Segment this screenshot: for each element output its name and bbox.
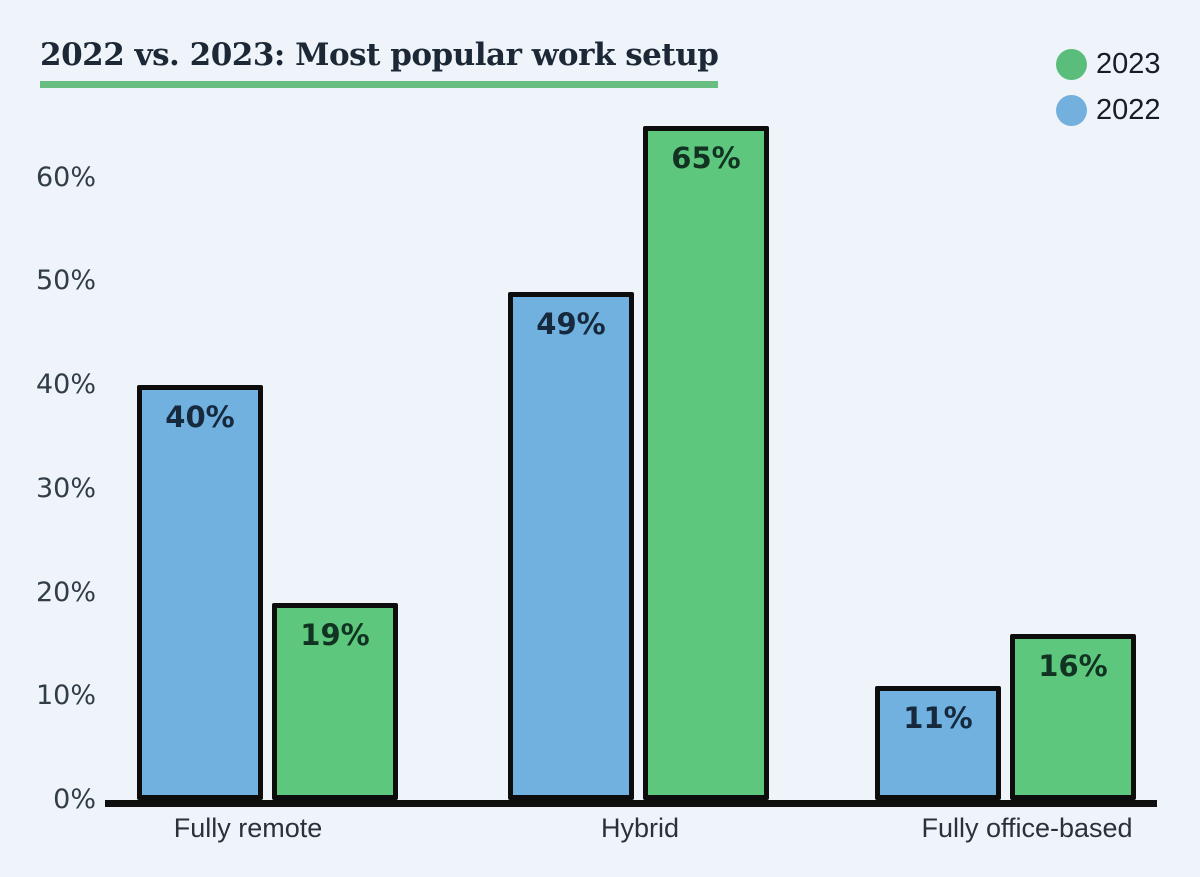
- bar-value-label: 19%: [300, 617, 370, 652]
- x-axis-label-fully-office-based: Fully office-based: [921, 813, 1133, 843]
- bar-2022-fully-office-based: 11%: [875, 685, 1001, 800]
- bar-2023-hybrid: 65%: [643, 125, 769, 800]
- y-axis-tick-label-50: 50%: [35, 265, 96, 297]
- bar-2023-fully-remote: 19%: [272, 602, 398, 800]
- y-axis-tick-label-60: 60%: [35, 161, 96, 193]
- bar-value-label: 65%: [671, 140, 741, 175]
- bar-2022-hybrid: 49%: [508, 291, 634, 800]
- x-axis-label-hybrid: Hybrid: [600, 813, 680, 843]
- legend-swatch-2022-icon: [1056, 95, 1087, 126]
- legend-label-2023: 2023: [1096, 48, 1161, 80]
- bar-value-label: 49%: [536, 306, 606, 341]
- y-axis-tick-label-40: 40%: [35, 369, 96, 400]
- y-axis-tick-label-20: 20%: [35, 576, 96, 608]
- y-axis-tick-label-0: 0%: [53, 784, 96, 815]
- bar-value-label: 16%: [1038, 649, 1108, 683]
- x-axis-line: [105, 800, 1157, 807]
- legend-label-2022: 2022: [1096, 94, 1161, 126]
- y-axis-tick-label-10: 10%: [35, 680, 96, 712]
- legend-item-2023: 2023: [1056, 49, 1161, 80]
- legend-swatch-2023-icon: [1056, 49, 1087, 80]
- legend-item-2022: 2022: [1056, 95, 1161, 126]
- bar-2022-fully-remote: 40%: [137, 385, 263, 800]
- legend: 2023 2022: [1056, 49, 1161, 126]
- x-axis-label-fully-remote: Fully remote: [173, 813, 323, 843]
- bar-value-label: 40%: [165, 400, 235, 434]
- bar-value-label: 11%: [903, 700, 973, 735]
- chart-title: 2022 vs. 2023: Most popular work setup: [40, 38, 719, 89]
- bar-2023-fully-office-based: 16%: [1010, 634, 1136, 800]
- y-axis-tick-label-30: 30%: [35, 472, 96, 504]
